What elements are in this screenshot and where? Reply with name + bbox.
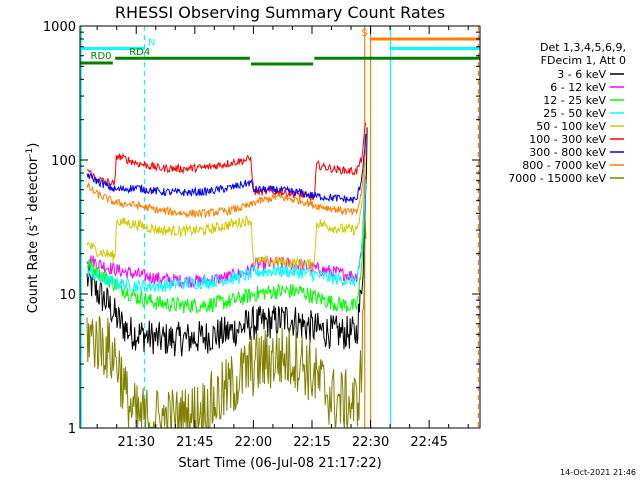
y-axis-label: Count Rate (s-1 detector-1) [25,143,41,314]
legend-entry-label: 800 - 7000 keV [522,159,606,172]
series-line-7 [86,149,367,220]
y-tick-label: 1000 [43,20,76,35]
series-line-1 [86,175,367,290]
series-line-4 [86,162,367,270]
state-label-s: S [361,28,367,39]
y-tick-label: 1 [68,422,76,437]
series-line-8 [86,217,367,428]
series-line-2 [86,184,367,315]
legend-entry-label: 50 - 100 keV [536,120,606,133]
x-tick-label: 22:45 [410,435,447,450]
legend-entry-label: 6 - 12 keV [550,81,606,94]
series-line-0 [86,127,368,357]
plot-frame [79,25,481,429]
state-label-rd0: RD0 [91,51,112,62]
y-tick-label: 10 [59,288,76,303]
legend-header-line: Det 1,3,4,5,6,9, [540,41,626,54]
legend-entry-label: 7000 - 15000 keV [508,172,606,185]
legend-header-line: FDecim 1, Att 0 [541,54,626,67]
x-tick-label: 22:15 [293,435,330,450]
x-tick-label: 22:00 [235,435,272,450]
legend-entry-label: 100 - 300 keV [529,133,606,146]
state-label-n: N [148,37,155,48]
footer-timestamp: 14-Oct-2021 21:46 [560,468,636,477]
axes: 1 10 100 1000 21:30 21:45 22:00 22:15 22:30 22:45 [43,20,481,450]
x-tick-label: 22:30 [352,435,389,450]
y-tick-label: 100 [51,154,76,169]
x-tick-label: 21:45 [176,435,213,450]
legend-entry-label: 3 - 6 keV [557,68,606,81]
state-label-rd4: RD4 [129,47,150,58]
chart-title: RHESSI Observing Summary Count Rates [115,3,445,22]
legend: Det 1,3,4,5,6,9,FDecim 1, Att 03 - 6 keV… [508,41,626,185]
legend-entry-label: 25 - 50 keV [543,107,606,120]
x-tick-label: 21:30 [118,435,155,450]
series-line-3 [86,179,367,293]
legend-entry-label: 300 - 800 keV [529,146,606,159]
plot-area: N RD0 RD4 S [80,26,480,428]
series-line-5 [86,122,367,201]
legend-entry-label: 12 - 25 keV [543,94,606,107]
series-line-6 [86,133,367,204]
x-axis-label: Start Time (06-Jul-08 21:17:22) [178,456,381,471]
